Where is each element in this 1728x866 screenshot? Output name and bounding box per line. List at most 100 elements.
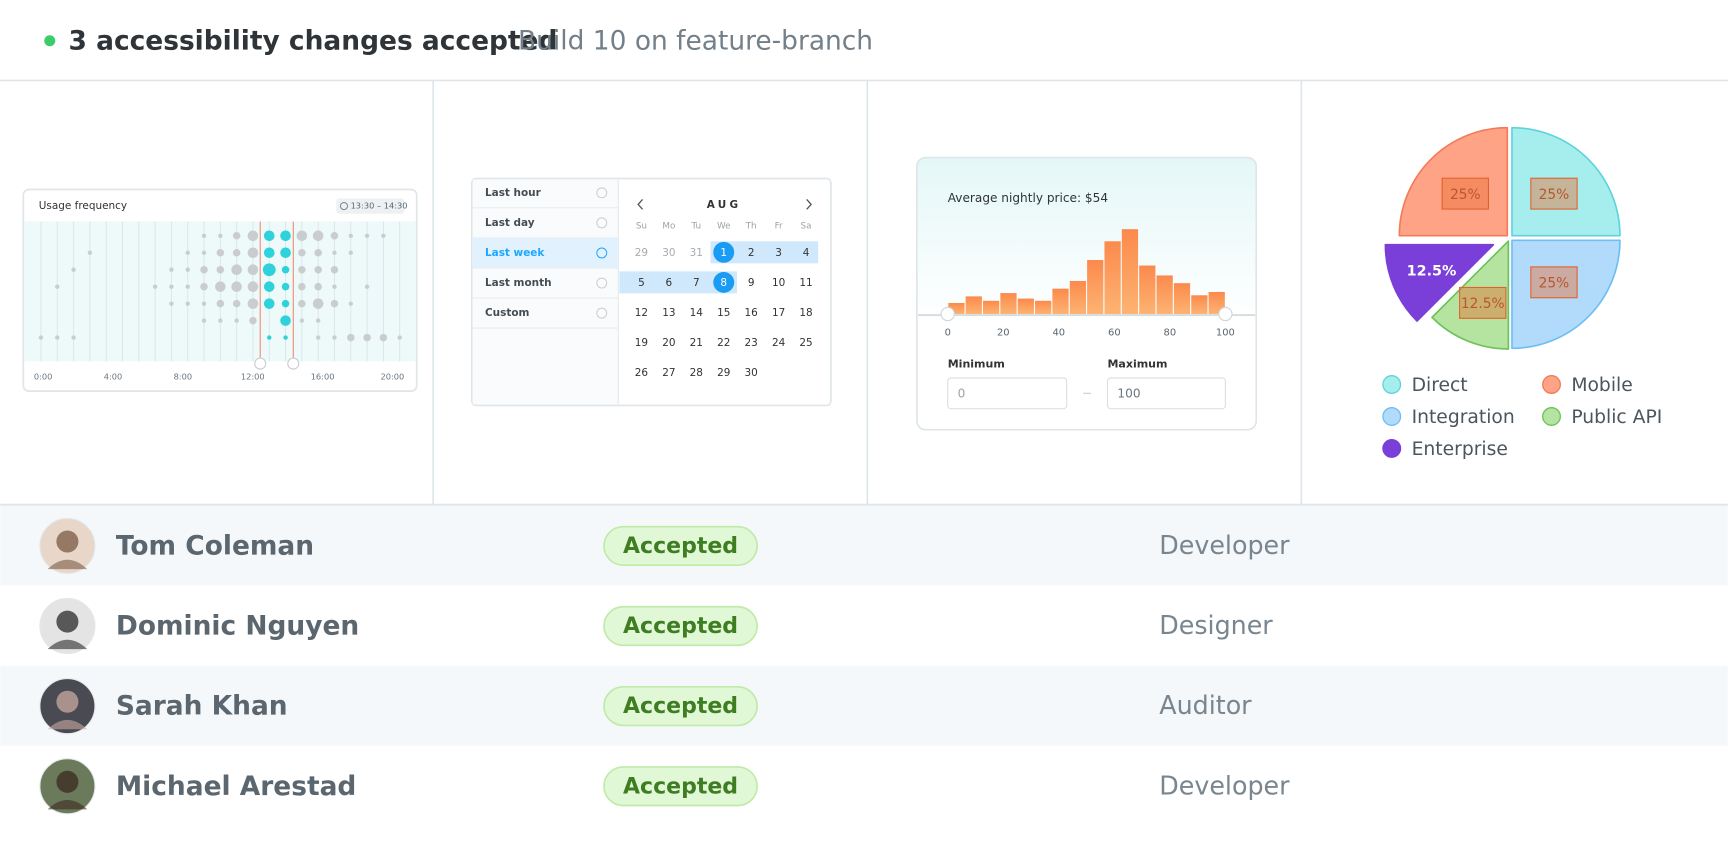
weekday: Sa xyxy=(801,221,812,231)
legend-swatch xyxy=(1382,375,1402,394)
usage-dot xyxy=(218,318,223,323)
day[interactable]: 10 xyxy=(772,277,785,289)
day[interactable]: 27 xyxy=(662,367,675,379)
label-highlight xyxy=(1530,266,1578,299)
table-row xyxy=(0,585,1728,666)
day[interactable]: 23 xyxy=(745,337,758,349)
day[interactable]: 30 xyxy=(662,247,675,259)
weekday: Mo xyxy=(662,221,675,231)
day[interactable]: 2 xyxy=(748,247,755,259)
menu-icon xyxy=(596,277,608,289)
menu-item[interactable]: Last week xyxy=(485,247,545,259)
table-row xyxy=(0,665,1728,746)
usage-dot xyxy=(267,335,272,340)
day[interactable]: 5 xyxy=(638,277,645,289)
usage-dot xyxy=(201,301,207,306)
usage-dot xyxy=(314,282,322,291)
day[interactable]: 9 xyxy=(748,277,755,289)
usage-dot xyxy=(169,267,174,272)
weekday: Th xyxy=(745,221,757,231)
day[interactable]: 12 xyxy=(635,307,648,319)
status-text: Accepted xyxy=(623,534,738,559)
usage-dot xyxy=(298,299,306,308)
day[interactable]: 17 xyxy=(772,307,785,319)
histogram-bar xyxy=(1104,241,1121,315)
day[interactable]: 29 xyxy=(635,247,648,259)
person-role: Designer xyxy=(1159,610,1273,640)
usage-dot xyxy=(185,301,190,306)
usage-dot xyxy=(71,335,76,340)
usage-dot xyxy=(263,247,275,259)
range-end xyxy=(713,271,735,293)
day[interactable]: 18 xyxy=(799,307,812,319)
day[interactable]: 11 xyxy=(799,277,812,289)
input-box[interactable] xyxy=(947,377,1068,410)
avatar-body xyxy=(47,639,88,650)
histogram-bar xyxy=(948,302,965,315)
day[interactable]: 22 xyxy=(717,337,730,349)
day[interactable]: 30 xyxy=(745,367,758,379)
day[interactable]: 6 xyxy=(666,277,673,289)
day[interactable]: 31 xyxy=(690,247,703,259)
usage-dot xyxy=(55,284,60,289)
avatar-body xyxy=(47,559,88,570)
range-end xyxy=(713,241,735,263)
usage-dot xyxy=(247,298,259,309)
day[interactable]: 16 xyxy=(745,307,758,319)
usage-dot xyxy=(280,247,291,259)
status-badge xyxy=(603,525,758,567)
day[interactable]: 8 xyxy=(720,277,727,289)
x-tick-label: 20 xyxy=(997,328,1010,339)
day[interactable]: 24 xyxy=(772,337,786,349)
usage-dot xyxy=(231,281,242,292)
input-value: 100 xyxy=(1117,386,1140,400)
menu-item[interactable]: Custom xyxy=(485,307,530,319)
pie-label: 25% xyxy=(1450,187,1481,203)
menu-icon xyxy=(596,187,608,199)
day[interactable]: 20 xyxy=(662,337,675,349)
menu-item[interactable]: Last hour xyxy=(485,187,542,199)
usage-dot xyxy=(281,265,290,274)
day[interactable]: 26 xyxy=(635,367,648,379)
day[interactable]: 7 xyxy=(693,277,700,289)
status-text: Accepted xyxy=(623,774,738,799)
usage-dot xyxy=(201,233,207,238)
day[interactable]: 25 xyxy=(799,337,812,349)
slider-handle[interactable] xyxy=(1218,306,1233,322)
menu-item[interactable]: Last month xyxy=(485,277,552,289)
weekday: Fr xyxy=(775,221,783,231)
usage-dot xyxy=(232,299,241,308)
input-box[interactable] xyxy=(1106,377,1226,410)
avatar-head xyxy=(56,530,79,553)
person-name: Tom Coleman xyxy=(116,531,314,562)
menu-item[interactable]: Last day xyxy=(485,217,535,229)
range-handle xyxy=(287,357,300,370)
usage-dot xyxy=(298,282,306,291)
legend-label: Public API xyxy=(1571,407,1662,428)
day[interactable]: 15 xyxy=(717,307,730,319)
day[interactable]: 13 xyxy=(662,307,675,319)
usage-dot xyxy=(249,316,257,325)
day[interactable]: 4 xyxy=(803,247,810,259)
day[interactable]: 1 xyxy=(720,247,727,259)
day[interactable]: 29 xyxy=(717,367,730,379)
histogram-bar xyxy=(1052,288,1069,315)
slider-handle[interactable] xyxy=(940,306,955,322)
usage-dot xyxy=(262,263,276,277)
status-badge xyxy=(603,766,758,807)
prev-chevron[interactable] xyxy=(637,198,644,210)
usage-dot xyxy=(381,233,386,238)
weekday: Su xyxy=(636,221,647,231)
day[interactable]: 21 xyxy=(690,337,703,349)
day[interactable]: 28 xyxy=(690,367,703,379)
x-tick-label: 60 xyxy=(1108,328,1121,339)
day[interactable]: 19 xyxy=(635,337,648,349)
usage-dot xyxy=(314,249,322,257)
next-chevron[interactable] xyxy=(806,198,812,210)
usage-dot xyxy=(234,318,239,323)
person-name: Michael Arestad xyxy=(116,771,356,802)
day[interactable]: 3 xyxy=(775,247,782,259)
weekday: Tu xyxy=(690,221,701,231)
pie-label: 12.5% xyxy=(1461,296,1505,312)
day[interactable]: 14 xyxy=(690,307,704,319)
